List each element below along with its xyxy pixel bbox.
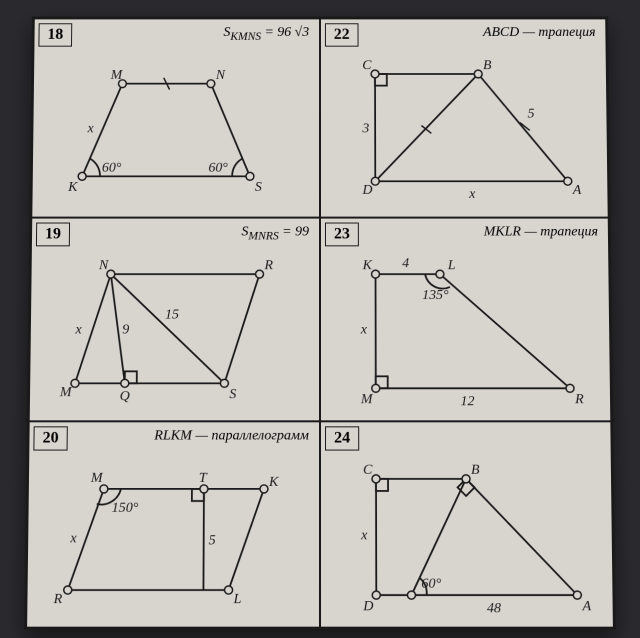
label-135: 135° xyxy=(422,287,449,302)
problem-number: 22 xyxy=(325,23,359,46)
label-5: 5 xyxy=(528,106,535,121)
label-M: M xyxy=(90,469,104,484)
label-x: x xyxy=(468,186,476,201)
label-B: B xyxy=(483,57,492,72)
label-M: M xyxy=(59,384,73,399)
label-Q: Q xyxy=(120,388,130,403)
label-T: T xyxy=(199,469,208,484)
label-M: M xyxy=(360,391,374,406)
label-K: K xyxy=(362,257,373,272)
cell-20: 20 RLKM — параллелограмм M T K R L x 150… xyxy=(26,421,320,628)
label-60: 60° xyxy=(421,575,441,590)
label-5: 5 xyxy=(209,532,216,547)
problem-header: SMNRS = 99 xyxy=(241,225,309,243)
label-L: L xyxy=(447,257,456,272)
label-x: x xyxy=(74,322,82,337)
label-12: 12 xyxy=(460,393,474,408)
label-R: R xyxy=(574,391,584,406)
figure-19: N R M S Q x 9 15 xyxy=(30,219,319,420)
problem-header: ABCD — трапеция xyxy=(483,25,596,41)
label-M: M xyxy=(110,67,124,82)
label-x: x xyxy=(87,120,95,135)
label-15: 15 xyxy=(165,307,179,322)
label-A: A xyxy=(581,598,591,613)
problem-header: RLKM — параллелограмм xyxy=(154,428,309,444)
problem-number: 20 xyxy=(33,426,67,450)
label-A: A xyxy=(572,182,582,197)
problem-header: MKLR — трапеция xyxy=(484,225,598,241)
label-D: D xyxy=(361,182,372,197)
label-N: N xyxy=(98,257,109,272)
label-a2: 60° xyxy=(208,160,228,175)
label-L: L xyxy=(232,591,241,606)
label-C: C xyxy=(363,461,373,476)
cell-24: 24 C B D A x 60° 48 xyxy=(320,421,614,628)
label-C: C xyxy=(362,57,372,72)
problem-header: SKMNS = 96 √3 xyxy=(223,25,309,42)
cell-22: 22 ABCD — трапеция C B A D 3 5 x xyxy=(320,18,609,217)
figure-18: M N K S x 60° 60° xyxy=(32,19,319,217)
figure-22: C B A D 3 5 x xyxy=(321,19,608,217)
label-R: R xyxy=(263,257,273,272)
label-a1: 60° xyxy=(102,160,122,175)
cell-19: 19 SMNRS = 99 N R M S Q x 9 15 xyxy=(29,218,320,421)
cell-18: 18 SKMNS = 96 √3 M N K S x 60° 60° xyxy=(31,18,320,217)
label-3: 3 xyxy=(361,120,369,135)
label-S: S xyxy=(229,386,236,401)
label-S: S xyxy=(255,179,262,194)
label-N: N xyxy=(215,67,226,82)
label-48: 48 xyxy=(487,600,501,615)
label-R: R xyxy=(53,591,63,606)
label-9: 9 xyxy=(122,322,129,337)
label-x: x xyxy=(360,322,368,337)
problem-number: 23 xyxy=(325,223,359,247)
figure-24: C B D A x 60° 48 xyxy=(321,422,613,627)
problem-number: 19 xyxy=(36,223,70,247)
figure-23: K L M R 4 135° x 12 xyxy=(321,219,610,420)
label-D: D xyxy=(362,598,373,613)
label-x: x xyxy=(360,527,368,542)
label-B: B xyxy=(471,461,480,476)
problem-number: 24 xyxy=(325,426,359,450)
label-K: K xyxy=(268,473,279,488)
label-K: K xyxy=(67,179,78,194)
label-150: 150° xyxy=(112,499,139,514)
figure-20: M T K R L x 150° 5 xyxy=(27,422,319,627)
problem-number: 18 xyxy=(38,23,72,46)
label-x: x xyxy=(69,530,77,545)
cell-23: 23 MKLR — трапеция K L M R 4 135° x 12 xyxy=(320,218,611,421)
label-4: 4 xyxy=(402,256,409,271)
worksheet-page: 18 SKMNS = 96 √3 M N K S x 60° 60° 22 AB… xyxy=(24,16,616,629)
